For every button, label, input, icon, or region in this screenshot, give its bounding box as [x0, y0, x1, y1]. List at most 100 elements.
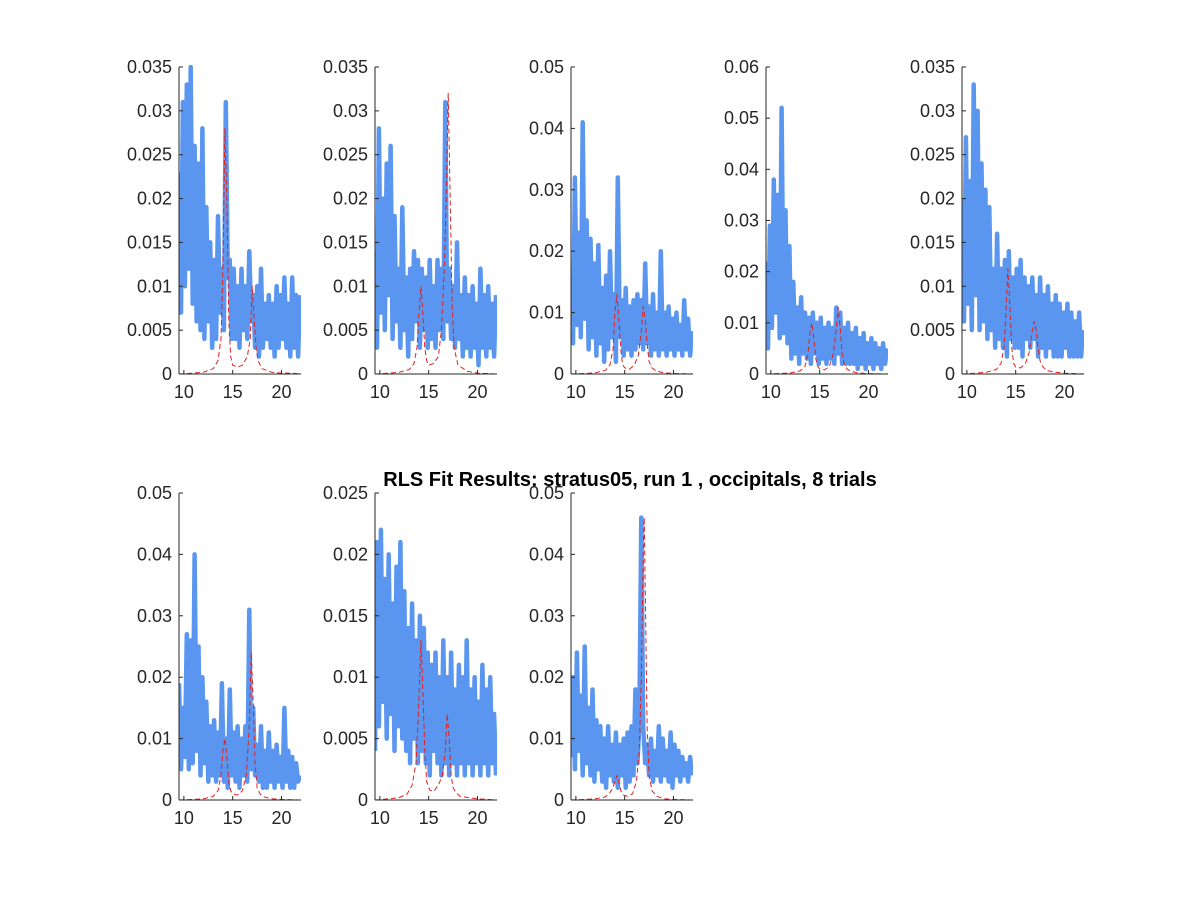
y-tick-label: 0.04	[137, 544, 172, 564]
y-tick-label: 0.005	[910, 320, 955, 340]
x-tick-label: 10	[174, 808, 194, 828]
x-tick-label: 15	[419, 382, 439, 402]
y-tick-label: 0.025	[127, 145, 172, 165]
y-tick-label: 0.01	[529, 303, 564, 323]
y-tick-label: 0.025	[323, 483, 368, 503]
x-tick-label: 20	[663, 808, 683, 828]
observed-line	[179, 552, 301, 790]
series-group	[766, 105, 888, 374]
y-tick-label: 0.035	[910, 57, 955, 77]
subplot-8: 0 0.01 0.02 0.03 0.04 0.05 10 15 20	[529, 483, 693, 828]
fit-line	[571, 517, 693, 800]
y-tick-label: 0.03	[137, 101, 172, 121]
series-group	[179, 552, 301, 800]
x-tick-label: 20	[271, 382, 291, 402]
y-tick-label: 0.02	[333, 189, 368, 209]
series-group	[375, 92, 497, 374]
subplot-1: 0 0.005 0.01 0.015 0.02 0.025 0.03 0.035 10 15 20	[127, 57, 301, 402]
x-tick-label: 20	[1054, 382, 1074, 402]
y-tick-label: 0.04	[724, 159, 759, 179]
x-tick-label: 20	[467, 382, 487, 402]
y-tick-label: 0.04	[529, 544, 564, 564]
y-tick-label: 0.02	[724, 262, 759, 282]
x-tick-label: 15	[419, 808, 439, 828]
subplot-5: 0 0.005 0.01 0.015 0.02 0.025 0.03 0.035 10 15 20	[910, 57, 1084, 402]
y-tick-label: 0.02	[529, 667, 564, 687]
y-tick-label: 0.035	[127, 57, 172, 77]
y-tick-label: 0.03	[137, 606, 172, 626]
x-tick-label: 15	[223, 382, 243, 402]
x-tick-label: 10	[370, 808, 390, 828]
subplot-6: 0 0.01 0.02 0.03 0.04 0.05 10 15 20	[137, 483, 301, 828]
y-tick-label: 0.02	[529, 241, 564, 261]
y-tick-label: 0.015	[323, 232, 368, 252]
figure-title: RLS Fit Results: stratus05, run 1 , occi…	[383, 469, 876, 491]
y-tick-label: 0	[162, 790, 172, 810]
y-tick-label: 0	[358, 364, 368, 384]
fit-line	[375, 639, 497, 800]
y-tick-label: 0.05	[529, 483, 564, 503]
y-tick-label: 0.01	[137, 276, 172, 296]
fit-line	[179, 127, 301, 374]
series-group	[179, 65, 301, 374]
y-tick-label: 0.03	[529, 606, 564, 626]
x-tick-label: 10	[370, 382, 390, 402]
x-tick-label: 20	[467, 808, 487, 828]
series-group	[571, 120, 693, 374]
y-tick-label: 0.03	[529, 180, 564, 200]
x-tick-label: 20	[858, 382, 878, 402]
fit-line	[571, 293, 693, 374]
fit-line	[962, 268, 1084, 374]
y-tick-label: 0.01	[137, 729, 172, 749]
x-tick-label: 15	[810, 382, 830, 402]
observed-line	[375, 99, 497, 368]
series-group	[962, 82, 1084, 374]
y-tick-label: 0	[358, 790, 368, 810]
fit-line	[179, 652, 301, 800]
y-tick-label: 0.005	[127, 320, 172, 340]
y-tick-label: 0.035	[323, 57, 368, 77]
y-tick-label: 0.02	[137, 189, 172, 209]
y-tick-label: 0.05	[529, 57, 564, 77]
x-tick-label: 10	[566, 382, 586, 402]
y-tick-label: 0.02	[333, 544, 368, 564]
y-tick-label: 0.01	[529, 729, 564, 749]
y-tick-label: 0.025	[910, 145, 955, 165]
y-tick-label: 0.05	[137, 483, 172, 503]
y-tick-label: 0.03	[333, 101, 368, 121]
x-tick-label: 15	[223, 808, 243, 828]
fit-line	[766, 307, 888, 374]
series-group	[571, 515, 693, 800]
subplot-4: 0 0.01 0.02 0.03 0.04 0.05 0.06 10 15 20	[724, 57, 888, 402]
y-tick-label: 0.03	[920, 101, 955, 121]
y-tick-label: 0.03	[724, 211, 759, 231]
series-group	[375, 527, 497, 800]
x-tick-label: 10	[566, 808, 586, 828]
y-tick-label: 0.015	[127, 232, 172, 252]
observed-line	[179, 65, 301, 359]
fit-line	[375, 92, 497, 374]
y-tick-label: 0.025	[323, 145, 368, 165]
subplot-2: 0 0.005 0.01 0.015 0.02 0.025 0.03 0.035 10 15 20	[323, 57, 497, 402]
y-tick-label: 0.01	[333, 667, 368, 687]
y-tick-label: 0.005	[323, 729, 368, 749]
x-tick-label: 10	[761, 382, 781, 402]
observed-line	[766, 105, 888, 372]
y-tick-label: 0.01	[724, 313, 759, 333]
x-tick-label: 15	[1006, 382, 1026, 402]
y-tick-label: 0.02	[137, 667, 172, 687]
y-tick-label: 0	[945, 364, 955, 384]
y-tick-label: 0.05	[724, 108, 759, 128]
y-tick-label: 0.01	[920, 276, 955, 296]
subplot-3: 0 0.01 0.02 0.03 0.04 0.05 10 15 20	[529, 57, 693, 402]
observed-line	[375, 527, 497, 778]
subplot-7: 0 0.005 0.01 0.015 0.02 0.025 10 15 20	[323, 483, 497, 828]
observed-line	[571, 120, 693, 364]
y-tick-label: 0.02	[920, 189, 955, 209]
y-tick-label: 0	[749, 364, 759, 384]
y-tick-label: 0	[554, 364, 564, 384]
y-tick-label: 0.04	[529, 118, 564, 138]
x-tick-label: 10	[174, 382, 194, 402]
x-tick-label: 15	[615, 808, 635, 828]
y-tick-label: 0	[162, 364, 172, 384]
